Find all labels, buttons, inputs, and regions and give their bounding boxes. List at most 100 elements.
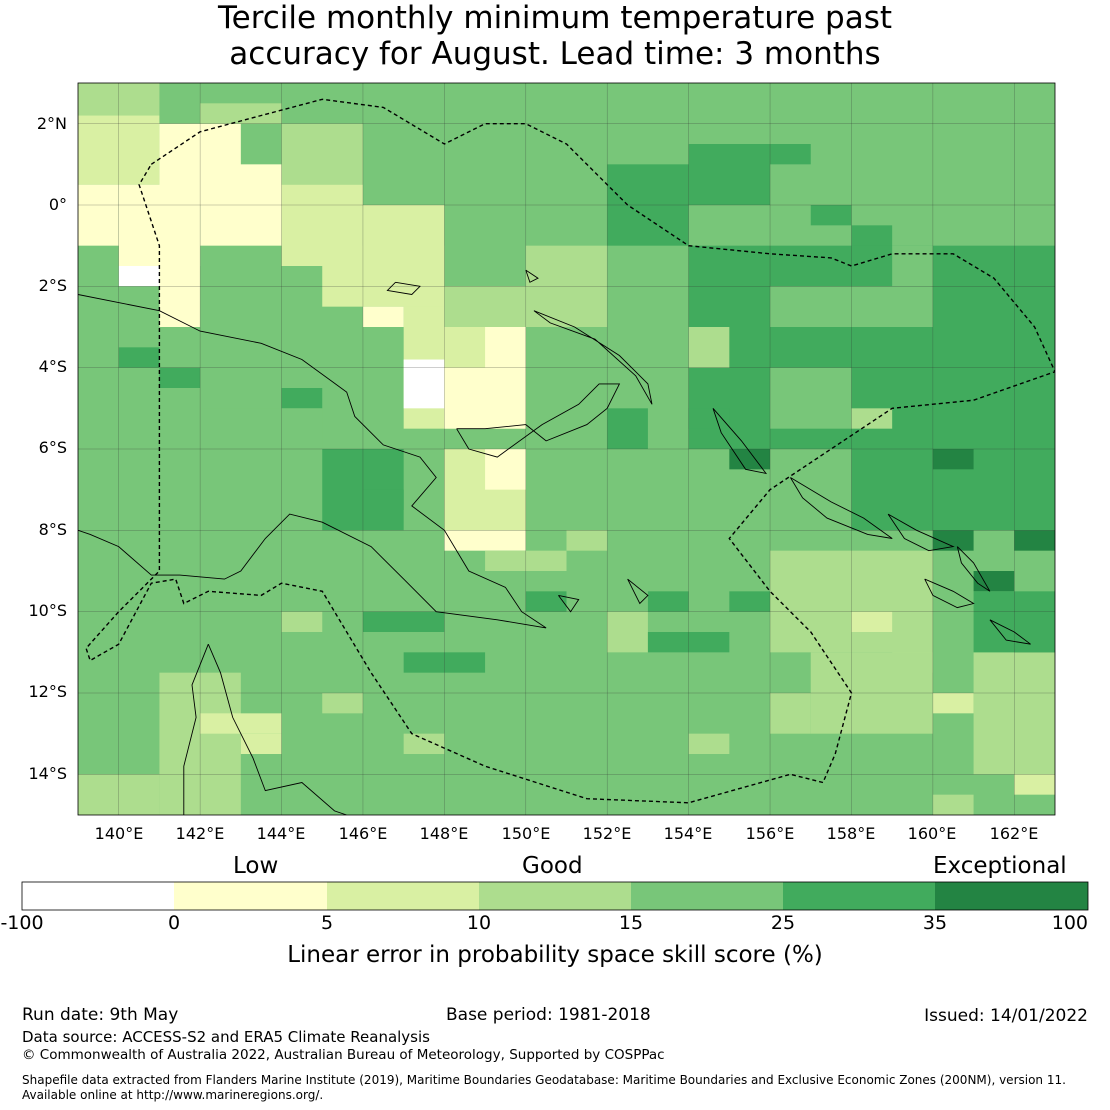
lat-tick-label: 2°N [37, 114, 67, 133]
grid-cell [403, 733, 445, 754]
grid-cell [851, 408, 893, 429]
colorbar-segment [22, 882, 174, 910]
lat-tick-label: 2°S [39, 276, 67, 295]
grid-cell [362, 489, 404, 510]
lon-tick-label: 142°E [176, 824, 225, 843]
coastline [78, 294, 547, 629]
lat-tick-label: 14°S [28, 764, 67, 783]
coastline [790, 477, 893, 539]
colorbar-segment [479, 882, 631, 910]
grid-cell [932, 449, 974, 470]
shapefile-credit-line-1: Shapefile data extracted from Flanders M… [22, 1073, 1066, 1087]
grid-cell [566, 530, 608, 551]
legend-exceptional-label: Exceptional [933, 853, 1067, 879]
grid-cell [688, 408, 730, 429]
coastline [989, 619, 1031, 645]
longitude-axis: 140°E 142°E 144°E 146°E 148°E 150°E 152°… [95, 824, 1039, 843]
colorbar-label: Linear error in probability space skill … [287, 942, 823, 968]
grid-cell [322, 693, 363, 714]
colorbar-frame [21, 881, 1089, 911]
grid-cell [281, 388, 323, 409]
colorbar-segment [327, 882, 479, 910]
map-frame [77, 82, 1056, 816]
coastline [627, 578, 649, 605]
lat-tick-label: 8°S [39, 520, 67, 539]
lon-tick-label: 158°E [827, 824, 876, 843]
latitude-axis: 2°N 0° 2°S 4°S 6°S 8°S 10°S 12°S 14°S [28, 114, 67, 783]
lat-tick-label: 6°S [39, 438, 67, 457]
coastline [183, 644, 209, 815]
grid-cell [362, 611, 445, 632]
grid-cell [200, 103, 282, 124]
grid-cell [281, 123, 363, 185]
coastline [712, 408, 768, 475]
lat-tick-label: 0° [49, 195, 67, 214]
grid-cell [1014, 774, 1055, 795]
title-line-1: Tercile monthly minimum temperature past [217, 0, 893, 36]
eez-line [85, 98, 1055, 804]
grid-cell [729, 449, 771, 470]
grid-cell [851, 286, 933, 327]
lon-tick-label: 150°E [502, 824, 551, 843]
grid-cell [159, 510, 201, 531]
colorbar-tick-label: 15 [618, 912, 644, 934]
grid-cell [118, 266, 160, 287]
coastline [558, 594, 580, 613]
grid-cell [444, 286, 526, 327]
grid-cell [200, 408, 323, 449]
grid-cell [78, 184, 119, 246]
grid-cell [892, 245, 933, 287]
lon-tick-label: 162°E [990, 824, 1039, 843]
grid-cell [1014, 530, 1055, 551]
grid-cell [159, 367, 201, 388]
grid-cell [403, 359, 445, 409]
colorbar-tick-label: 0 [167, 912, 181, 934]
grid-cell [770, 286, 852, 327]
colorbar [21, 881, 1089, 911]
colorbar-tick-label: 35 [922, 912, 948, 934]
coastline [386, 281, 421, 295]
map-title: Tercile monthly minimum temperature past… [0, 0, 1110, 72]
colorbar-segment [935, 882, 1088, 910]
grid-cell [322, 245, 445, 307]
colorbar-tick-label: -100 [0, 912, 44, 934]
grid-cell [851, 611, 893, 632]
data-source: Data source: ACCESS-S2 and ERA5 Climate … [22, 1028, 430, 1046]
lon-tick-label: 156°E [746, 824, 795, 843]
lon-tick-label: 152°E [583, 824, 632, 843]
coastline [525, 269, 539, 283]
grid-cell [607, 611, 648, 653]
coastline [207, 644, 347, 815]
issued-date: Issued: 14/01/2022 [924, 1006, 1088, 1026]
grid-cell [973, 571, 1015, 592]
grid-cell [688, 327, 730, 368]
lon-tick-label: 146°E [339, 824, 388, 843]
lon-tick-label: 154°E [664, 824, 713, 843]
coastline [533, 310, 653, 405]
colorbar-segment [783, 882, 935, 910]
grid-cell [118, 347, 160, 368]
legend-good-label: Good [522, 853, 583, 879]
lon-tick-label: 144°E [257, 824, 306, 843]
lon-tick-label: 160°E [908, 824, 957, 843]
coastline [456, 383, 621, 458]
eez-boundary [85, 98, 1055, 804]
colorbar-tick-label: 100 [1051, 912, 1088, 934]
lat-tick-label: 12°S [28, 682, 67, 701]
coastline [956, 546, 991, 592]
lon-tick-label: 140°E [95, 824, 144, 843]
grid-cell [607, 408, 648, 449]
grid-cell [770, 693, 811, 734]
grid-cell [281, 611, 323, 632]
grid-cell [932, 693, 974, 714]
legend-low-label: Low [233, 853, 279, 879]
shapefile-credit-line-2: Available online at http://www.marinereg… [22, 1088, 324, 1102]
coastline [887, 513, 955, 552]
colorbar-segment [631, 882, 783, 910]
grid-cell [770, 367, 852, 429]
grid-cell [525, 591, 567, 612]
grid-cell [647, 591, 689, 612]
coastlines [78, 269, 1031, 815]
base-period: Base period: 1981-2018 [446, 1005, 651, 1025]
